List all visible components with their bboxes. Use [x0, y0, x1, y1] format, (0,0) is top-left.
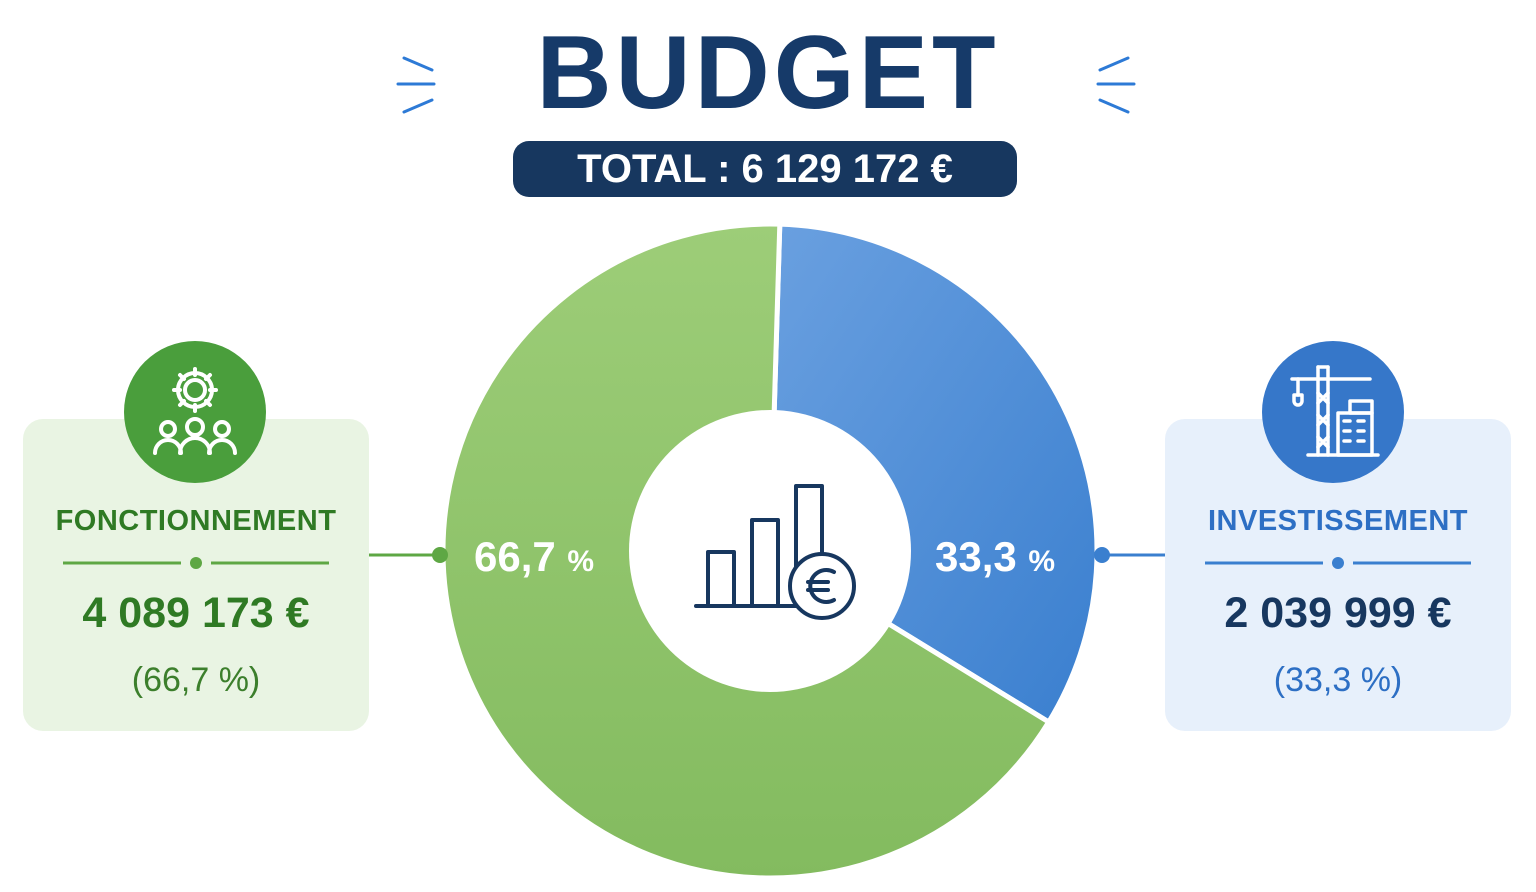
right-accent-lines [1096, 56, 1136, 114]
pct-value-fonctionnement: 66,7 [474, 533, 556, 580]
card-label-investissement: INVESTISSEMENT [1208, 505, 1468, 537]
pct-label-investissement: 33,3 % [935, 532, 1055, 587]
card-percent-investissement: (33,3 %) [1273, 661, 1403, 699]
page-title: BUDGET [536, 15, 1000, 131]
card-amount-investissement: 2 039 999 € [1224, 589, 1452, 637]
card-amount-fonctionnement: 4 089 173 € [82, 589, 310, 637]
badge-investissement [1262, 341, 1404, 483]
badge-fonctionnement [124, 341, 266, 483]
left-accent-lines [396, 56, 436, 114]
card-percent-fonctionnement: (66,7 %) [131, 661, 261, 699]
pct-label-fonctionnement: 66,7 % [474, 532, 594, 587]
pct-sign-fonctionnement: % [567, 545, 595, 578]
total-badge: TOTAL : 6 129 172 € [513, 141, 1017, 197]
team-gear-icon [153, 367, 237, 455]
donut-hole [629, 410, 911, 692]
connector-dot-investissement [1094, 547, 1110, 563]
connector-dot-fonctionnement [432, 547, 448, 563]
pct-sign-investissement: % [1028, 545, 1056, 578]
bar-chart-euro-icon [694, 484, 856, 620]
card-divider [63, 557, 329, 569]
pct-value-investissement: 33,3 [935, 533, 1017, 580]
card-label-fonctionnement: FONCTIONNEMENT [55, 505, 337, 537]
card-divider [1205, 557, 1471, 569]
crane-building-icon [1290, 365, 1380, 457]
